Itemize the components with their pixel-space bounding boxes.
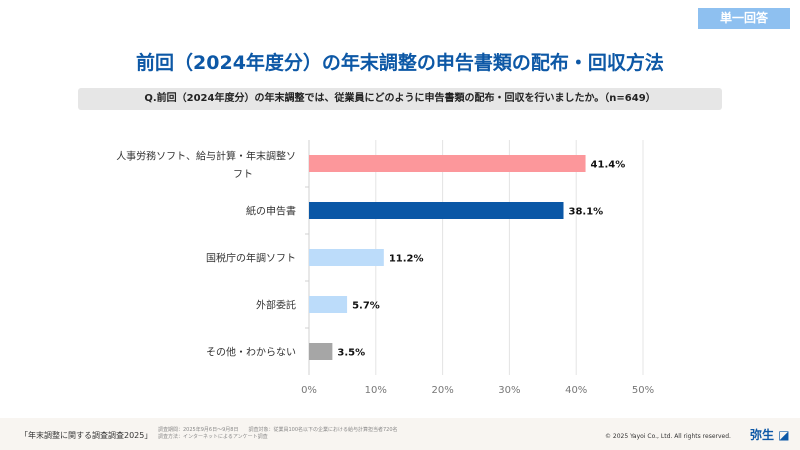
category-label: 人事労務ソフト、給与計算・年末調整ソ (116, 150, 296, 163)
survey-name: 「年末調整に関する調査調査2025」 (20, 431, 153, 440)
footer: 「年末調整に関する調査調査2025」 調査期間：2025年9月6日～9月8日 調… (0, 418, 800, 450)
x-tick-label: 50% (632, 385, 654, 396)
bar-chart: 0% 10% 20% 30% 40% 50% 41.4% 人事労務ソフト、給与計算・年末調整ソ… (116, 140, 654, 396)
x-tick-label: 40% (565, 385, 587, 396)
yayoi-logo: 弥生 ◪ (750, 428, 790, 442)
category-label: その他・わからない (206, 346, 296, 359)
copyright: © 2025 Yayoi Co., Ltd. All rights reserv… (605, 433, 731, 440)
category-label-cont: フト (233, 170, 253, 181)
bar (309, 155, 586, 172)
data-label: 38.1% (569, 207, 604, 218)
single-answer-badge: 単一回答 (698, 8, 790, 29)
bar (309, 343, 333, 360)
x-tick-label: 0% (301, 385, 317, 396)
data-label: 3.5% (337, 348, 365, 359)
data-label: 11.2% (389, 254, 424, 265)
bar (309, 249, 384, 266)
data-label: 41.4% (591, 160, 626, 171)
category-label: 国税庁の年調ソフト (206, 252, 296, 265)
x-tick-label: 10% (365, 385, 387, 396)
survey-details: 調査期間：2025年9月6日～9月8日 調査対象：従業員100名以下の企業におけ… (158, 427, 398, 441)
x-tick-label: 20% (431, 385, 453, 396)
question-box: Q.前回（2024年度分）の年末調整では、従業員にどのように申告書類の配布・回収… (78, 88, 722, 110)
data-label: 5.7% (352, 301, 380, 312)
category-label: 紙の申告書 (246, 205, 296, 218)
survey-method: 調査方法：インターネットによるアンケート調査 (158, 434, 268, 440)
bar (309, 296, 348, 313)
survey-period: 調査期間：2025年9月6日～9月8日 調査対象：従業員100名以下の企業におけ… (158, 427, 398, 433)
x-tick-label: 30% (498, 385, 520, 396)
page-title: 前回（2024年度分）の年末調整の申告書類の配布・回収方法 (136, 52, 664, 74)
category-label: 外部委託 (256, 299, 296, 312)
bar (309, 202, 564, 219)
